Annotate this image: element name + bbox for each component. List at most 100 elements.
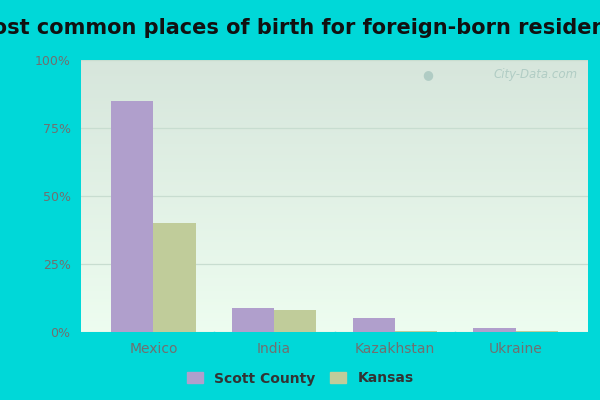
Bar <box>81 112 588 114</box>
Bar <box>81 256 588 258</box>
Bar <box>81 253 588 256</box>
Bar <box>515 331 558 332</box>
Bar <box>81 250 588 253</box>
Bar <box>81 202 588 204</box>
Bar <box>81 210 588 212</box>
Bar <box>81 267 588 270</box>
Bar <box>81 104 588 106</box>
Bar <box>81 109 588 112</box>
Bar <box>81 185 588 188</box>
Bar <box>81 63 588 66</box>
Bar <box>81 215 588 218</box>
Bar <box>81 87 588 90</box>
Bar <box>81 196 588 199</box>
Bar <box>81 172 588 174</box>
Bar <box>81 142 588 144</box>
Bar <box>81 264 588 267</box>
Bar <box>81 136 588 139</box>
Bar <box>81 93 588 95</box>
Bar <box>81 305 588 308</box>
Bar <box>81 231 588 234</box>
Bar <box>81 117 588 120</box>
Bar <box>81 324 588 326</box>
Bar <box>232 308 274 332</box>
Bar <box>81 280 588 283</box>
Bar <box>81 190 588 193</box>
Bar <box>81 95 588 98</box>
Bar <box>81 270 588 272</box>
Bar <box>81 229 588 231</box>
Bar <box>81 106 588 109</box>
Bar <box>81 302 588 305</box>
Bar <box>81 163 588 166</box>
Bar <box>81 294 588 297</box>
Bar <box>81 237 588 240</box>
Bar <box>473 328 515 332</box>
Bar <box>81 234 588 237</box>
Bar <box>81 204 588 207</box>
Bar <box>81 321 588 324</box>
Bar <box>81 155 588 158</box>
Bar <box>81 275 588 278</box>
Bar <box>81 161 588 163</box>
Bar <box>81 272 588 275</box>
Bar <box>81 199 588 202</box>
Bar <box>81 283 588 286</box>
Bar <box>81 128 588 131</box>
Bar <box>81 150 588 152</box>
Bar <box>81 134 588 136</box>
Bar <box>81 114 588 117</box>
Bar <box>81 242 588 245</box>
Bar <box>81 310 588 313</box>
Bar <box>81 169 588 172</box>
Bar <box>81 212 588 215</box>
Bar <box>395 331 437 332</box>
Bar <box>81 240 588 242</box>
Bar <box>81 144 588 147</box>
Bar <box>81 297 588 299</box>
Bar <box>81 74 588 76</box>
Bar <box>81 258 588 261</box>
Bar <box>81 98 588 101</box>
Bar <box>81 139 588 142</box>
Bar <box>81 174 588 177</box>
Bar <box>81 68 588 71</box>
Bar <box>81 131 588 134</box>
Bar <box>81 76 588 79</box>
Bar <box>81 218 588 220</box>
Text: Most common places of birth for foreign-born residents: Most common places of birth for foreign-… <box>0 18 600 38</box>
Bar <box>353 318 395 332</box>
Bar <box>81 60 588 63</box>
Bar <box>81 125 588 128</box>
Bar <box>81 220 588 223</box>
Bar <box>81 248 588 250</box>
Bar <box>81 326 588 329</box>
Bar <box>81 291 588 294</box>
Bar <box>81 329 588 332</box>
Legend: Scott County, Kansas: Scott County, Kansas <box>181 366 419 391</box>
Text: City-Data.com: City-Data.com <box>494 68 578 81</box>
Bar <box>81 166 588 169</box>
Bar <box>81 120 588 122</box>
Bar <box>81 318 588 321</box>
Bar <box>81 188 588 190</box>
Bar <box>81 261 588 264</box>
Bar <box>81 226 588 229</box>
Bar <box>81 66 588 68</box>
Bar <box>81 278 588 280</box>
Bar <box>81 245 588 248</box>
Bar <box>81 90 588 93</box>
Bar <box>81 207 588 210</box>
Bar <box>81 82 588 84</box>
Bar <box>81 101 588 104</box>
Bar <box>81 122 588 125</box>
Bar <box>274 310 316 332</box>
Bar <box>81 147 588 150</box>
Bar <box>81 286 588 288</box>
Bar <box>154 223 196 332</box>
Bar <box>81 193 588 196</box>
Bar <box>81 288 588 291</box>
Bar <box>81 180 588 182</box>
Bar <box>81 177 588 180</box>
Bar <box>81 299 588 302</box>
